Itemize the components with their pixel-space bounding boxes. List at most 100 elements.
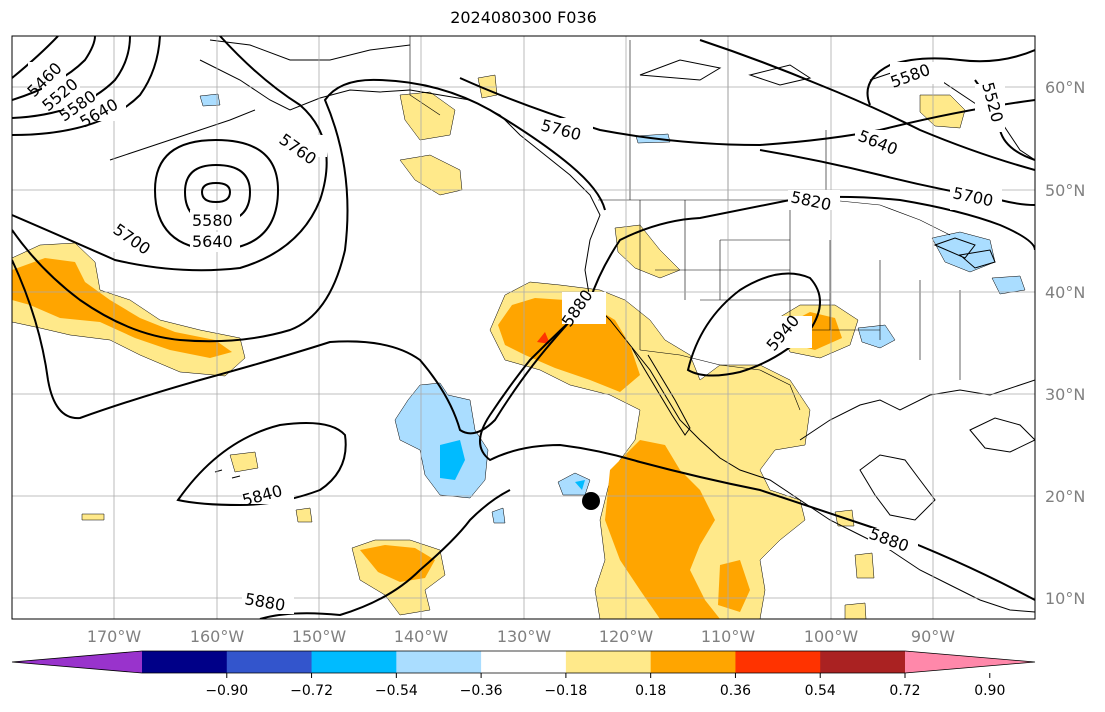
height-contours [12, 36, 1035, 619]
us-mexico-border [639, 349, 801, 411]
contour-5820 [12, 195, 1035, 435]
contour-5940 [686, 272, 821, 377]
contour-low-5640 [153, 138, 280, 252]
negative-anomaly-blue [575, 480, 585, 490]
contour-5880-south [259, 489, 511, 619]
positive-anomaly-orange [12, 258, 232, 358]
contour-5640-nw [12, 36, 161, 136]
contour-5580 [12, 36, 131, 119]
graticule [12, 36, 1035, 619]
positive-anomaly-yellow [229, 451, 259, 473]
positive-anomaly-yellow [844, 602, 867, 619]
us-canada-border [598, 199, 951, 236]
lat-label: 50°N [1045, 181, 1085, 200]
colorbar-tick-label: 0.90 [974, 683, 1005, 699]
lon-label: 170°W [87, 627, 142, 646]
negative-anomaly-lightblue [491, 507, 506, 524]
colorbar-segment [650, 651, 736, 673]
colorbar-extend-low [12, 651, 142, 673]
map-border [11, 35, 1036, 620]
positive-anomaly-red [537, 332, 550, 344]
storm-center-marker [582, 492, 600, 510]
latitude-labels: 60°N 50°N 40°N 30°N 20°N 10°N [1045, 78, 1085, 608]
lon-label: 130°W [497, 627, 552, 646]
lon-label: 120°W [599, 627, 654, 646]
colorbar-segment [565, 651, 652, 673]
positive-anomaly-yellow [295, 507, 313, 523]
colorbar-segment [820, 651, 906, 673]
negative-anomaly-lightblue [991, 275, 1026, 295]
colorbar-segment [311, 651, 397, 673]
negative-anomaly-lightblue [557, 472, 591, 496]
contour-label: 5580 [192, 211, 233, 230]
lon-label: 150°W [292, 627, 347, 646]
contour-5760-west [12, 78, 606, 343]
yucatan [859, 454, 936, 521]
positive-anomaly-orange [718, 560, 750, 612]
colorbar-segment [142, 651, 228, 673]
colorbar-tick-label: 0.36 [720, 683, 751, 699]
coastlines [109, 39, 1035, 613]
colorbar-tick-label: −0.90 [205, 683, 248, 699]
positive-anomaly-yellow [399, 154, 463, 196]
colorbar-segment [735, 651, 821, 673]
lon-label: 140°W [394, 627, 449, 646]
lat-label: 10°N [1045, 589, 1085, 608]
contour-label-backgrounds [28, 62, 1005, 614]
us-state-lines [639, 200, 961, 380]
contour-label: 5700 [110, 220, 154, 259]
contour-5700-ne [759, 149, 1035, 206]
longitude-labels: 170°W 160°W 150°W 140°W 130°W 120°W 110°… [87, 627, 955, 646]
positive-anomaly-yellow [81, 513, 105, 521]
contour-5460 [12, 36, 59, 79]
positive-anomaly-yellow [399, 91, 456, 141]
lon-label: 160°W [190, 627, 245, 646]
contour-5640-ne [699, 39, 1035, 171]
map-title: 2024080300 F036 [450, 8, 597, 27]
colorbar-tick-label: 0.18 [635, 683, 666, 699]
map-frame-content [12, 36, 1035, 619]
colorbar-tick-label: 0.54 [805, 683, 836, 699]
negative-anomaly-lightblue [857, 324, 896, 349]
colorbar-segment [396, 651, 482, 673]
contour-label: 5640 [192, 232, 233, 251]
aleutians [109, 109, 256, 161]
colorbar-tick-label: −0.36 [460, 683, 503, 699]
colorbar-tick-label: −0.18 [544, 683, 587, 699]
contour-5520 [12, 36, 96, 101]
positive-anomaly-yellow [919, 94, 966, 129]
alaska-canada-border [409, 36, 441, 116]
colorbar-tick-label: −0.54 [375, 683, 418, 699]
arctic-islands [639, 59, 812, 86]
gulf-of-mexico-coast [799, 379, 1035, 441]
lat-label: 20°N [1045, 487, 1085, 506]
contour-5580-ne [866, 49, 1035, 106]
colorbar-outline [11, 650, 1036, 674]
baja-california [631, 347, 691, 436]
colorbar-extend-high [905, 651, 1035, 673]
lat-label: 30°N [1045, 385, 1085, 404]
colorbar-segment [481, 651, 567, 673]
contour-low-5580 [200, 181, 232, 204]
negative-anomaly-lightblue [931, 231, 996, 273]
contour-low-5700 [12, 36, 328, 272]
lon-label: 90°W [911, 627, 955, 646]
contour-5840-south [176, 422, 347, 507]
colorbar-tick-label: 0.72 [889, 683, 920, 699]
colorbar-ticks: −0.90 −0.72 −0.54 −0.36 −0.18 0.18 0.36 0.54 0.7… [205, 673, 1005, 699]
positive-anomaly-yellow [854, 552, 875, 579]
lat-label: 60°N [1045, 78, 1085, 97]
lon-label: 110°W [701, 627, 756, 646]
negative-anomaly-blue [440, 440, 465, 480]
colorbar-segment [226, 651, 313, 673]
alaska-north [209, 39, 411, 61]
negative-anomaly-lightblue [394, 382, 489, 499]
lat-label: 40°N [1045, 283, 1085, 302]
alaska-coast [199, 59, 411, 111]
positive-anomaly-orange [605, 440, 720, 619]
cuba [969, 417, 1035, 453]
colorbar-tick-label: −0.72 [290, 683, 333, 699]
north-america-west-coast [409, 89, 1035, 613]
lon-label: 100°W [804, 627, 859, 646]
